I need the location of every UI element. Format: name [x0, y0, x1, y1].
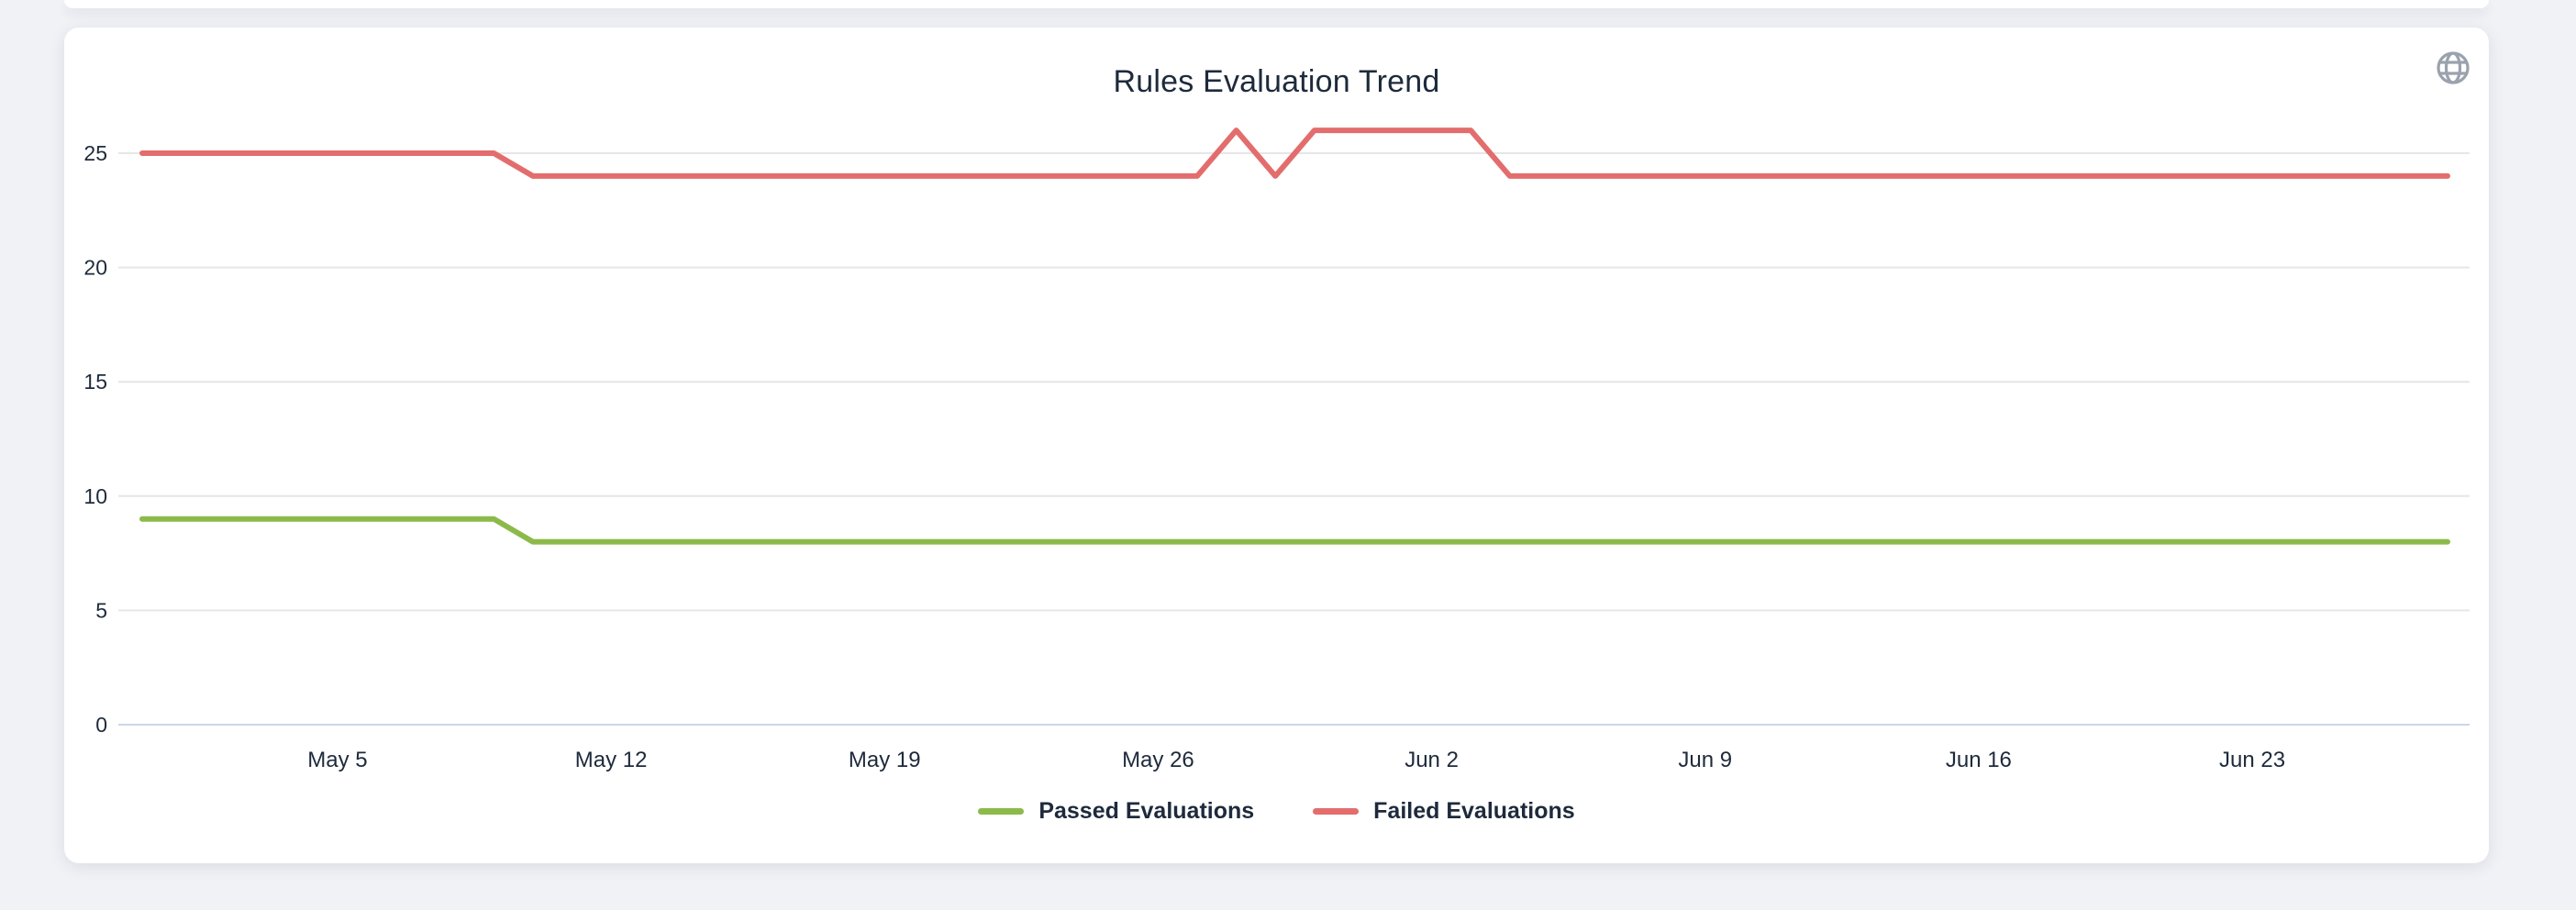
y-tick-label: 15 [83, 370, 107, 394]
y-tick-label: 0 [95, 713, 107, 737]
y-tick-label: 10 [83, 484, 107, 508]
x-tick-label: Jun 23 [2219, 748, 2285, 772]
passed-series-label: Passed Evaluations [1038, 798, 1255, 824]
failed-series-label: Failed Evaluations [1373, 798, 1575, 824]
x-tick-label: May 19 [849, 748, 921, 772]
y-tick-label: 25 [83, 141, 107, 165]
y-tick-label: 20 [83, 256, 107, 280]
series-line-failed-evaluations [139, 128, 2450, 179]
legend-item-passed[interactable]: Passed Evaluations [978, 798, 1254, 825]
x-tick-label: May 5 [307, 748, 367, 772]
line-chart-plot: 0 5 10 15 20 25 May 5 May 12 May 19 May 26 Jun 2 Ju… [83, 128, 2470, 772]
series-line-passed-evaluations [139, 516, 2450, 545]
failed-series-swatch [1313, 808, 1360, 815]
x-tick-label: Jun 2 [1405, 748, 1459, 772]
x-tick-label: May 12 [575, 748, 648, 772]
x-tick-label: Jun 9 [1678, 748, 1732, 772]
chart-card: Rules Evaluation Trend 0 5 10 15 20 25 May 5 Ma… [64, 28, 2489, 863]
legend-item-failed[interactable]: Failed Evaluations [1313, 798, 1575, 825]
chart-title: Rules Evaluation Trend [1113, 64, 1440, 99]
globe-button[interactable] [2433, 48, 2473, 88]
y-tick-label: 5 [95, 598, 107, 622]
x-tick-label: Jun 16 [1946, 748, 2012, 772]
globe-icon [2435, 50, 2471, 86]
chart-legend: Passed Evaluations Failed Evaluations [64, 798, 2489, 825]
passed-series-swatch [978, 808, 1025, 815]
adjacent-card-above [64, 0, 2489, 8]
x-tick-label: May 26 [1122, 748, 1194, 772]
